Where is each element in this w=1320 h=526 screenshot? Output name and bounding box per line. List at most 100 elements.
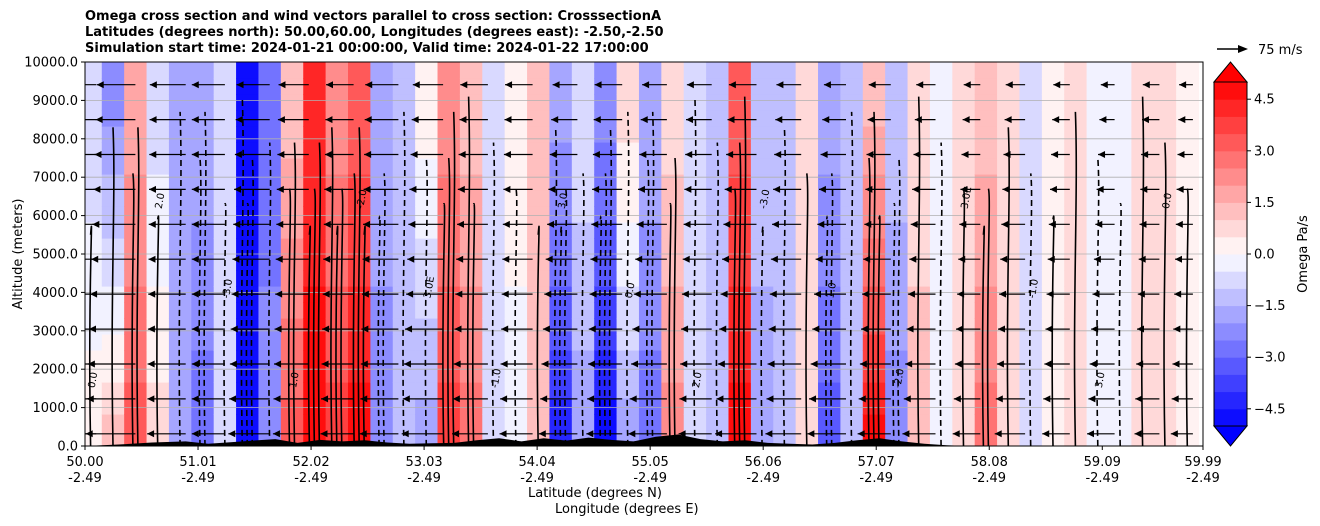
omega-cell xyxy=(325,62,349,79)
x-tick-label-lon: -2.49 xyxy=(1085,471,1119,486)
omega-cell xyxy=(885,414,909,431)
omega-cell xyxy=(840,62,864,79)
omega-cell xyxy=(1131,382,1155,399)
omega-cell xyxy=(683,190,707,207)
contour-line xyxy=(514,188,518,446)
wind-vector-head xyxy=(1045,325,1053,333)
omega-cell xyxy=(661,190,685,207)
omega-cell xyxy=(1153,62,1177,79)
omega-cell xyxy=(213,350,237,367)
omega-cell xyxy=(818,318,841,335)
omega-cell xyxy=(482,350,506,367)
wind-vector-head xyxy=(149,116,157,124)
omega-cell xyxy=(482,126,506,143)
omega-cell xyxy=(974,238,998,255)
omega-cell xyxy=(840,286,864,303)
omega-cell xyxy=(280,158,304,175)
omega-cell xyxy=(437,382,461,399)
wind-vector-head xyxy=(768,325,776,333)
omega-cell xyxy=(571,318,595,335)
omega-cell xyxy=(1131,78,1155,95)
omega-cell xyxy=(907,350,931,367)
omega-cell xyxy=(482,238,506,255)
omega-cell xyxy=(1019,110,1043,127)
omega-cell xyxy=(236,366,260,383)
contour-line xyxy=(738,142,742,446)
omega-cell xyxy=(885,286,909,303)
wind-vector-head xyxy=(323,255,331,263)
omega-cell xyxy=(840,318,864,335)
omega-cell xyxy=(929,334,953,351)
wind-vector-head xyxy=(1047,255,1055,263)
omega-cell xyxy=(862,94,886,111)
y-tick-label: 3000.0 xyxy=(33,324,79,339)
omega-cell xyxy=(885,78,909,95)
wind-vector-head xyxy=(234,185,242,193)
omega-cell xyxy=(840,398,864,415)
omega-cell xyxy=(997,94,1021,111)
omega-cell xyxy=(459,94,483,111)
omega-cell xyxy=(818,382,841,399)
omega-cell xyxy=(280,302,304,319)
wind-vector-head xyxy=(360,395,368,403)
omega-cell xyxy=(638,238,662,255)
omega-cell xyxy=(437,126,461,143)
wind-vector-head xyxy=(1091,325,1099,333)
omega-cell xyxy=(929,302,953,319)
omega-cell xyxy=(840,350,864,367)
wind-vector-head xyxy=(590,255,598,263)
omega-cell xyxy=(280,366,304,383)
contour-line xyxy=(1073,111,1078,446)
colorbar-band xyxy=(1214,408,1247,427)
omega-cell xyxy=(997,334,1021,351)
wind-vector-head xyxy=(902,430,910,438)
omega-cell xyxy=(1108,318,1132,335)
wind-vector-head xyxy=(1139,220,1147,228)
omega-cell xyxy=(840,110,864,127)
omega-cell xyxy=(280,174,304,191)
omega-cell xyxy=(818,398,841,415)
omega-cell xyxy=(818,126,841,143)
wind-vector-head xyxy=(324,151,332,159)
omega-cell xyxy=(818,190,841,207)
omega-cell xyxy=(683,366,707,383)
wind-vector-head xyxy=(914,116,922,124)
chart-title-line-2: Latitudes (degrees north): 50.00,60.00, … xyxy=(85,25,664,40)
omega-cell xyxy=(638,318,662,335)
contour-line xyxy=(136,127,140,446)
contour-label: 3.0 xyxy=(1094,371,1108,389)
colorbar-band xyxy=(1214,254,1247,272)
omega-cell xyxy=(728,318,752,335)
wind-vector-head xyxy=(1134,430,1142,438)
omega-cell xyxy=(952,126,976,143)
omega-cell xyxy=(952,174,976,191)
wind-vector-head xyxy=(452,430,460,438)
omega-cell xyxy=(885,254,909,271)
x-tick-label-lat: 57.07 xyxy=(858,455,895,470)
omega-cell xyxy=(638,334,662,351)
colorbar-extend-max xyxy=(1212,61,1249,83)
wind-vector-head xyxy=(773,185,781,193)
y-tick-label: 0.0 xyxy=(57,440,78,455)
omega-cell xyxy=(85,158,103,175)
wind-vector-head xyxy=(771,220,779,228)
omega-cell xyxy=(683,78,707,95)
omega-cell xyxy=(1086,350,1110,367)
omega-cell xyxy=(683,334,707,351)
omega-cell xyxy=(594,94,618,111)
omega-cell xyxy=(168,382,192,399)
wind-vector-head xyxy=(963,81,971,89)
wind-vector-head xyxy=(859,360,867,368)
omega-cell xyxy=(527,302,551,319)
wind-vector-head xyxy=(1051,151,1059,159)
wind-vector-head xyxy=(769,290,777,298)
omega-cell xyxy=(571,302,595,319)
omega-cell xyxy=(997,398,1021,415)
wind-vector-head xyxy=(959,220,967,228)
omega-cell xyxy=(549,366,573,383)
omega-cell xyxy=(303,382,327,399)
wind-vector-head xyxy=(501,290,509,298)
omega-cell xyxy=(415,334,439,351)
omega-cell xyxy=(1041,334,1065,351)
omega-cell xyxy=(213,158,237,175)
